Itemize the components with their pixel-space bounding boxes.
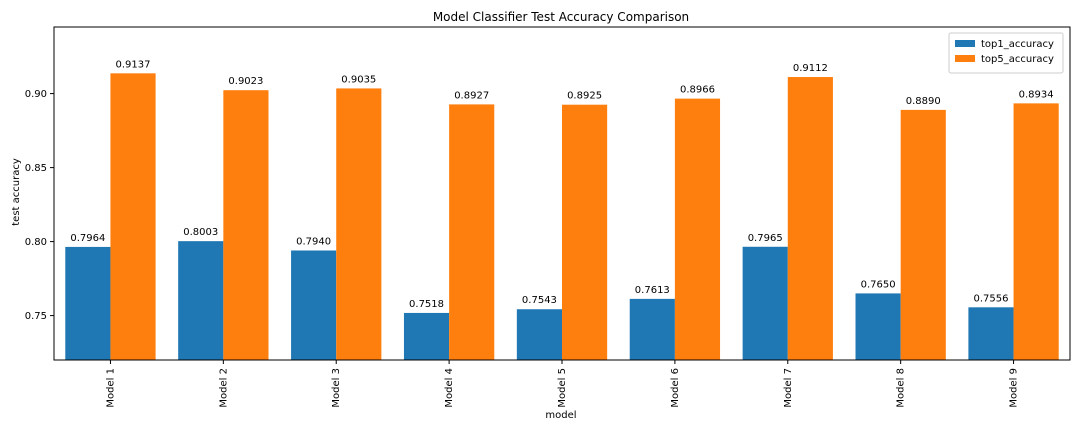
data-label-top5_accuracy-9: 0.8934: [1019, 89, 1054, 100]
data-label-top1_accuracy-1: 0.7964: [70, 233, 105, 244]
data-label-top5_accuracy-4: 0.8927: [454, 90, 489, 101]
chart-title: Model Classifier Test Accuracy Compariso…: [433, 10, 689, 24]
legend-label-top5_accuracy: top5_accuracy: [981, 54, 1054, 65]
bar-top1_accuracy-7: [742, 246, 788, 360]
y-tick-label-4: 0.90: [25, 89, 47, 100]
data-label-top1_accuracy-4: 0.7518: [409, 299, 444, 310]
x-axis-label: model: [545, 410, 576, 421]
data-label-top5_accuracy-5: 0.8925: [567, 91, 602, 102]
x-tick-label-1: Model 1: [105, 368, 116, 408]
bar-top1_accuracy-5: [516, 309, 562, 360]
bar-top5_accuracy-6: [674, 98, 721, 360]
legend-swatch-top1_accuracy: [955, 40, 975, 47]
data-label-top5_accuracy-6: 0.8966: [680, 85, 715, 96]
x-tick-label-4: Model 4: [444, 368, 455, 408]
data-label-top5_accuracy-2: 0.9023: [228, 76, 263, 87]
data-label-top1_accuracy-8: 0.7650: [861, 279, 896, 290]
y-tick-label-2: 0.80: [25, 237, 47, 248]
bar-top1_accuracy-4: [403, 312, 450, 360]
data-label-top1_accuracy-3: 0.7940: [296, 236, 331, 247]
bar-top5_accuracy-4: [449, 104, 495, 361]
bar-top1_accuracy-6: [629, 298, 675, 360]
x-tick-label-6: Model 6: [670, 368, 681, 408]
y-tick-label-1: 0.75: [25, 311, 47, 322]
x-tick-label-2: Model 2: [218, 368, 229, 408]
x-tick-label-8: Model 8: [896, 368, 907, 408]
axes: Model 1 Model 2 Model 3 Model 4 Model 5 Model…: [25, 26, 1071, 408]
data-label-top1_accuracy-5: 0.7543: [522, 295, 557, 306]
bar-top5_accuracy-3: [336, 88, 382, 361]
legend-swatch-top5_accuracy: [955, 55, 975, 62]
data-label-top1_accuracy-2: 0.8003: [183, 227, 218, 238]
bar-top1_accuracy-3: [291, 250, 337, 360]
x-tick-label-3: Model 3: [331, 368, 342, 408]
data-label-top5_accuracy-1: 0.9137: [116, 59, 151, 70]
bar-top1_accuracy-9: [968, 307, 1014, 360]
bar-top5_accuracy-8: [900, 109, 946, 360]
plot-area: 0.7964 0.9137 0.8003 0.9023 0.7940 0.9035 0.75…: [65, 59, 1059, 361]
bar-top1_accuracy-8: [855, 293, 901, 360]
x-tick-label-5: Model 5: [557, 368, 568, 408]
bar-top5_accuracy-5: [562, 104, 608, 360]
data-label-top5_accuracy-7: 0.9112: [793, 63, 828, 74]
bar-top1_accuracy-2: [178, 241, 224, 360]
legend-label-top1_accuracy: top1_accuracy: [981, 39, 1054, 50]
x-tick-label-9: Model 9: [1009, 368, 1020, 408]
x-tick-label-7: Model 7: [783, 368, 794, 408]
data-label-top5_accuracy-3: 0.9035: [341, 74, 376, 85]
bar-top5_accuracy-7: [787, 77, 833, 361]
data-label-top1_accuracy-6: 0.7613: [635, 285, 670, 296]
y-axis-label: test accuracy: [11, 158, 22, 226]
data-label-top5_accuracy-8: 0.8890: [906, 96, 941, 107]
plot-frame: [53, 26, 1071, 361]
data-label-top1_accuracy-7: 0.7965: [748, 233, 783, 244]
bar-top5_accuracy-9: [1013, 103, 1059, 361]
bar-top5_accuracy-2: [223, 90, 269, 361]
legend-box: [948, 32, 1064, 74]
bar-top1_accuracy-1: [65, 246, 111, 360]
data-label-top1_accuracy-9: 0.7556: [973, 293, 1008, 304]
legend: top1_accuracy top5_accuracy: [948, 32, 1064, 74]
bar-top5_accuracy-1: [110, 73, 156, 360]
y-tick-label-3: 0.85: [25, 163, 47, 174]
